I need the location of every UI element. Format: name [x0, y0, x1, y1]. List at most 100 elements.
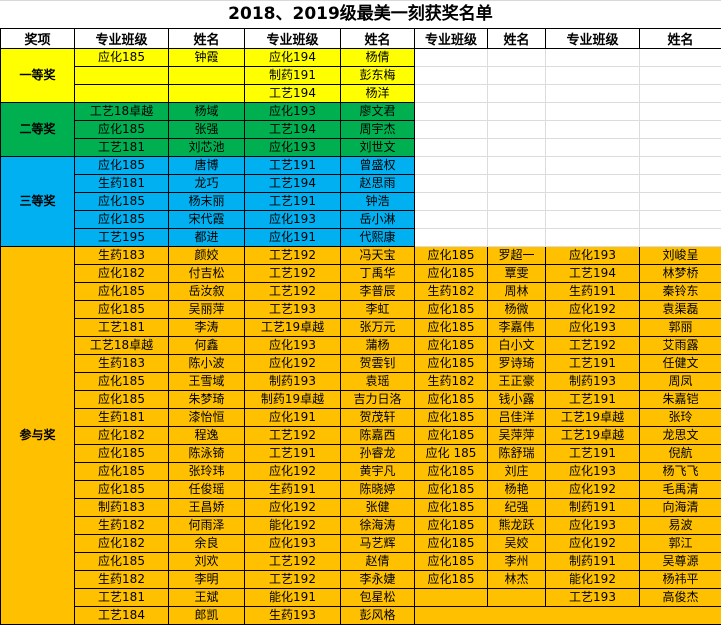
- cell-name[interactable]: 倪航: [639, 444, 721, 463]
- cell-empty[interactable]: [545, 174, 640, 193]
- cell-class[interactable]: 应化185: [74, 372, 169, 391]
- cell-name[interactable]: 陈舒瑞: [487, 444, 546, 463]
- award-cell[interactable]: 一等奖: [0, 48, 75, 103]
- award-cell[interactable]: 二等奖: [0, 102, 75, 157]
- cell-class[interactable]: 应化185: [414, 552, 488, 571]
- cell-name[interactable]: 郭江: [639, 534, 721, 553]
- cell-name[interactable]: 刘庄: [487, 462, 546, 481]
- cell-class[interactable]: 应化192: [244, 462, 341, 481]
- cell-class[interactable]: 应化191: [244, 228, 341, 247]
- cell-name[interactable]: 马艺辉: [340, 534, 415, 553]
- cell-class[interactable]: [74, 84, 169, 103]
- cell-class[interactable]: 工艺192: [244, 570, 341, 589]
- cell-name[interactable]: 李普辰: [340, 282, 415, 301]
- cell-empty[interactable]: [545, 228, 640, 247]
- cell-name[interactable]: 艾雨露: [639, 336, 721, 355]
- cell-class[interactable]: 应化185: [414, 462, 488, 481]
- cell-name[interactable]: 王正豪: [487, 372, 546, 391]
- cell-class[interactable]: 应化185: [74, 300, 169, 319]
- column-header-class-2[interactable]: 专业班级: [244, 28, 341, 49]
- cell-class[interactable]: 应化192: [545, 534, 640, 553]
- cell-class[interactable]: 工艺194: [244, 174, 341, 193]
- cell-name[interactable]: 廖文君: [340, 102, 415, 121]
- cell-class[interactable]: 应化193: [244, 102, 341, 121]
- cell-name[interactable]: 彭东梅: [340, 66, 415, 85]
- cell-class[interactable]: 应化185: [74, 552, 169, 571]
- cell-empty[interactable]: [487, 102, 546, 121]
- cell-name[interactable]: 李嘉伟: [487, 318, 546, 337]
- cell-class[interactable]: 制药193: [545, 372, 640, 391]
- cell-name[interactable]: 龙思文: [639, 426, 721, 445]
- cell-name[interactable]: 王雪域: [168, 372, 245, 391]
- cell-empty[interactable]: [545, 138, 640, 157]
- cell-name[interactable]: 熊龙跃: [487, 516, 546, 535]
- cell-name[interactable]: 陈泳锜: [168, 444, 245, 463]
- cell-class[interactable]: 工艺191: [244, 444, 341, 463]
- column-header-name-1[interactable]: 姓名: [168, 28, 245, 49]
- cell-class[interactable]: 生药181: [74, 174, 169, 193]
- cell-name[interactable]: 岳汝叙: [168, 282, 245, 301]
- cell-empty[interactable]: [414, 84, 488, 103]
- cell-class[interactable]: 应化193: [244, 138, 341, 157]
- cell-name[interactable]: 秦铃东: [639, 282, 721, 301]
- cell-class[interactable]: 生药182: [414, 372, 488, 391]
- cell-name[interactable]: 王斌: [168, 588, 245, 607]
- cell-empty[interactable]: [487, 156, 546, 175]
- cell-name[interactable]: 周凤: [639, 372, 721, 391]
- cell-class[interactable]: 生药193: [244, 606, 341, 625]
- cell-name[interactable]: 包星松: [340, 588, 415, 607]
- cell-class[interactable]: 制药193: [244, 372, 341, 391]
- cell-name[interactable]: [487, 588, 546, 607]
- cell-name[interactable]: 徐海涛: [340, 516, 415, 535]
- cell-empty[interactable]: [414, 120, 488, 139]
- cell-empty[interactable]: [414, 156, 488, 175]
- cell-name[interactable]: 向海清: [639, 498, 721, 517]
- cell-class[interactable]: 应化193: [545, 246, 640, 265]
- cell-name[interactable]: 罗诗琦: [487, 354, 546, 373]
- cell-name[interactable]: 郭丽: [639, 318, 721, 337]
- cell-empty[interactable]: [545, 192, 640, 211]
- cell-name[interactable]: 孙睿龙: [340, 444, 415, 463]
- cell-name[interactable]: 李明: [168, 570, 245, 589]
- cell-class[interactable]: 应化193: [244, 336, 341, 355]
- cell-name[interactable]: 赵倩: [340, 552, 415, 571]
- cell-class[interactable]: 应化185: [414, 390, 488, 409]
- cell-name[interactable]: 覃雯: [487, 264, 546, 283]
- cell-name[interactable]: 吉力日洛: [340, 390, 415, 409]
- cell-class[interactable]: 应化185: [414, 408, 488, 427]
- cell-name[interactable]: 张健: [340, 498, 415, 517]
- cell-name[interactable]: 黄宇凡: [340, 462, 415, 481]
- cell-name[interactable]: 都进: [168, 228, 245, 247]
- cell-class[interactable]: 工艺193: [244, 300, 341, 319]
- cell-name[interactable]: 程逸: [168, 426, 245, 445]
- cell-class[interactable]: 应化185: [74, 210, 169, 229]
- cell-empty[interactable]: [545, 156, 640, 175]
- cell-name[interactable]: 陈小波: [168, 354, 245, 373]
- cell-class[interactable]: 工艺18卓越: [74, 102, 169, 121]
- cell-class[interactable]: 工艺192: [244, 552, 341, 571]
- cell-name[interactable]: 朱梦琦: [168, 390, 245, 409]
- cell-class[interactable]: 工艺192: [545, 336, 640, 355]
- cell-name[interactable]: 杨域: [168, 102, 245, 121]
- cell-class[interactable]: 工艺192: [244, 426, 341, 445]
- cell-class[interactable]: 应化185: [74, 48, 169, 67]
- cell-name[interactable]: 赵思雨: [340, 174, 415, 193]
- cell-class[interactable]: 应化192: [244, 498, 341, 517]
- cell-class[interactable]: 制药19卓越: [244, 390, 341, 409]
- cell-name[interactable]: 张强: [168, 120, 245, 139]
- cell-name[interactable]: 任俊瑶: [168, 480, 245, 499]
- cell-class[interactable]: 工艺195: [74, 228, 169, 247]
- cell-class[interactable]: 应化193: [545, 516, 640, 535]
- cell-empty[interactable]: [545, 66, 640, 85]
- cell-class[interactable]: 工艺181: [74, 138, 169, 157]
- cell-name[interactable]: 漆怡恒: [168, 408, 245, 427]
- cell-empty[interactable]: [639, 66, 721, 85]
- cell-name[interactable]: 李涛: [168, 318, 245, 337]
- cell-name[interactable]: 吕佳洋: [487, 408, 546, 427]
- cell-empty[interactable]: [639, 48, 721, 67]
- cell-class[interactable]: 生药183: [74, 246, 169, 265]
- cell-name[interactable]: 张万元: [340, 318, 415, 337]
- cell-name[interactable]: 罗超一: [487, 246, 546, 265]
- cell-class[interactable]: 生药181: [74, 408, 169, 427]
- cell-class[interactable]: 工艺191: [545, 444, 640, 463]
